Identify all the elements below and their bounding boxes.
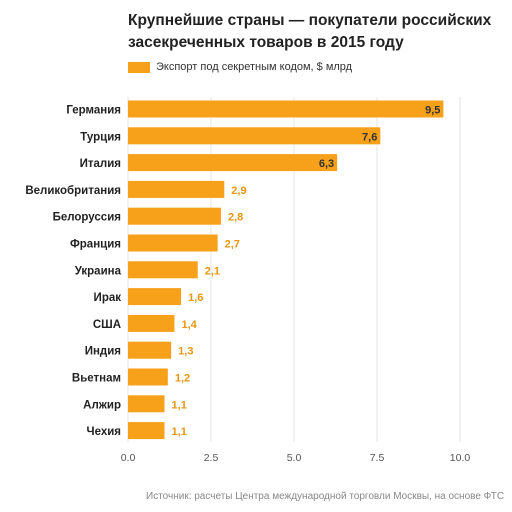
bar [128, 234, 218, 252]
value-label: 1,1 [172, 426, 187, 438]
x-tick-label: 5.0 [287, 452, 302, 464]
bar [128, 314, 175, 332]
bar [128, 341, 172, 359]
value-label: 1,1 [172, 399, 187, 411]
source-note: Источник: расчеты Центра международной т… [146, 491, 505, 502]
bar [128, 154, 338, 172]
x-tick-label: 0.0 [121, 452, 136, 464]
chart-legend: Экспорт под секретным кодом, $ млрд [128, 60, 352, 74]
category-label: Ирак [94, 292, 122, 304]
x-tick-label: 10.0 [450, 452, 471, 464]
category-label: Италия [80, 158, 121, 170]
category-label: Турция [80, 131, 121, 143]
category-label: Украина [75, 265, 122, 277]
value-label: 2,8 [228, 212, 243, 224]
legend-swatch [128, 61, 150, 73]
bar [128, 100, 444, 118]
value-label: 1,4 [181, 319, 197, 331]
category-label: США [93, 319, 121, 331]
labels-layer: 0.0 2.5 5.0 7.5 10.0 Германия 9,5 Турция 7,6 Итал… [25, 105, 470, 465]
value-label: 2,9 [231, 185, 246, 197]
legend-label: Экспорт под секретным кодом, $ млрд [156, 61, 353, 73]
bar [128, 422, 165, 440]
value-label: 6,3 [319, 158, 334, 170]
x-tick-label: 2.5 [204, 452, 219, 464]
value-label: 1,2 [175, 373, 190, 385]
bars-layer [128, 100, 444, 440]
category-label: Белоруссия [53, 212, 121, 224]
bar [128, 368, 168, 386]
bar [128, 207, 221, 225]
bar [128, 127, 381, 145]
bar [128, 288, 182, 306]
value-label: 7,6 [362, 131, 377, 143]
category-label: Великобритания [25, 185, 121, 197]
bar [128, 180, 225, 198]
value-label: 1,6 [188, 292, 203, 304]
bar [128, 395, 165, 413]
bar [128, 261, 198, 279]
value-label: 2,7 [225, 239, 240, 251]
category-label: Франция [70, 239, 121, 251]
value-label: 1,3 [178, 346, 193, 358]
x-tick-label: 7.5 [370, 452, 385, 464]
category-label: Германия [66, 105, 121, 117]
chart-title: Крупнейшие страны — покупатели российски… [128, 12, 492, 51]
value-label: 2,1 [205, 265, 220, 277]
category-label: Чехия [87, 426, 122, 438]
category-label: Индия [85, 346, 121, 358]
category-label: Алжир [83, 399, 121, 411]
value-label: 9,5 [425, 105, 440, 117]
category-label: Вьетнам [72, 373, 121, 385]
